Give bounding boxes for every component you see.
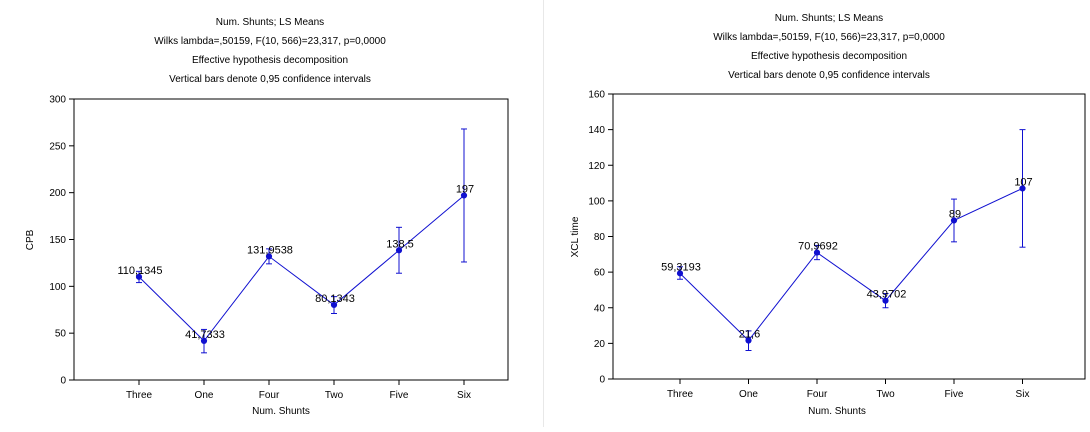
chart-subtitle-decomposition: Effective hypothesis decomposition <box>192 55 348 66</box>
data-point <box>135 273 143 280</box>
chart-svg-xcl-time: Num. Shunts; LS Means Wilks lambda=,5015… <box>570 13 1086 417</box>
chart-svg-cpb: Num. Shunts; LS Means Wilks lambda=,5015… <box>25 17 509 417</box>
data-label: 70,9692 <box>798 241 838 253</box>
x-tick-label: Six <box>457 390 471 401</box>
x-axis-label: Num. Shunts <box>808 406 866 417</box>
y-tick-label: 50 <box>55 329 67 340</box>
y-axis-label: CPB <box>25 229 36 250</box>
data-label: 131,9538 <box>247 244 293 256</box>
x-tick-label: One <box>195 390 214 401</box>
series-line <box>138 195 465 342</box>
data-label: 197 <box>456 183 474 195</box>
chart-subtitle-ci-note: Vertical bars denote 0,95 confidence int… <box>169 74 371 85</box>
y-tick-label: 80 <box>594 232 606 243</box>
y-tick-label: 100 <box>49 282 66 293</box>
plot-area: 0 50 100 150 200 250 300 Three One Four Two Five Six… <box>49 95 474 402</box>
y-tick-label: 150 <box>49 235 66 246</box>
data-point <box>676 270 684 277</box>
data-point <box>745 337 752 344</box>
x-tick-label: Six <box>1016 389 1030 400</box>
x-tick-label: Four <box>259 390 280 401</box>
chart-title: Num. Shunts; LS Means <box>775 13 883 24</box>
y-tick-label: 300 <box>49 95 66 106</box>
series-line <box>679 187 1023 342</box>
data-point <box>395 247 403 254</box>
chart-subtitle-decomposition: Effective hypothesis decomposition <box>751 51 907 62</box>
data-label: 89 <box>949 208 961 220</box>
data-label: 80,1343 <box>315 293 355 305</box>
x-tick-label: One <box>739 389 758 400</box>
plot-frame <box>73 98 509 381</box>
y-tick-label: 200 <box>49 188 66 199</box>
y-tick-label: 140 <box>588 125 605 136</box>
data-label: 43,9702 <box>867 289 907 301</box>
data-point <box>950 217 958 224</box>
data-point <box>882 297 889 304</box>
data-label: 110,1345 <box>117 265 162 277</box>
y-tick-label: 0 <box>599 375 605 386</box>
chart-panel-xcl-time: Num. Shunts; LS Means Wilks lambda=,5015… <box>545 0 1090 427</box>
chart-subtitle-stats: Wilks lambda=,50159, F(10, 566)=23,317, … <box>713 32 945 43</box>
y-tick-label: 120 <box>588 161 605 172</box>
y-tick-label: 20 <box>594 339 606 350</box>
panel-divider <box>543 0 544 427</box>
y-tick-label: 0 <box>60 376 66 387</box>
data-point <box>1019 185 1026 192</box>
y-tick-label: 60 <box>594 268 606 279</box>
plot-frame <box>612 93 1086 380</box>
x-tick-label: Two <box>325 390 344 401</box>
data-point <box>265 253 273 260</box>
data-point <box>813 249 821 256</box>
x-axis-label: Num. Shunts <box>252 406 310 417</box>
data-label: 59,3193 <box>661 261 701 273</box>
y-tick-label: 40 <box>594 303 606 314</box>
chart-subtitle-stats: Wilks lambda=,50159, F(10, 566)=23,317, … <box>154 36 386 47</box>
chart-panel-cpb: Num. Shunts; LS Means Wilks lambda=,5015… <box>0 0 545 427</box>
y-tick-label: 250 <box>49 141 66 152</box>
x-tick-label: Two <box>876 389 895 400</box>
chart-title: Num. Shunts; LS Means <box>216 17 324 28</box>
x-tick-label: Three <box>667 389 694 400</box>
data-label: 41,7333 <box>185 329 225 341</box>
data-point <box>460 192 468 199</box>
x-tick-label: Five <box>390 390 409 401</box>
x-tick-label: Three <box>126 390 153 401</box>
data-point <box>330 301 338 309</box>
data-label: 21,6 <box>739 329 760 341</box>
x-tick-label: Five <box>945 389 964 400</box>
x-tick-label: Four <box>807 389 828 400</box>
y-axis-label: XCL time <box>570 216 581 257</box>
y-tick-label: 160 <box>588 90 605 101</box>
data-point <box>200 337 208 345</box>
data-label: 138,5 <box>386 238 414 250</box>
chart-subtitle-ci-note: Vertical bars denote 0,95 confidence int… <box>728 70 930 81</box>
data-label: 107 <box>1014 176 1032 188</box>
y-tick-label: 100 <box>588 196 605 207</box>
plot-area: 0 20 40 60 80 100 120 140 160 Three One Four Two Five… <box>588 90 1032 401</box>
